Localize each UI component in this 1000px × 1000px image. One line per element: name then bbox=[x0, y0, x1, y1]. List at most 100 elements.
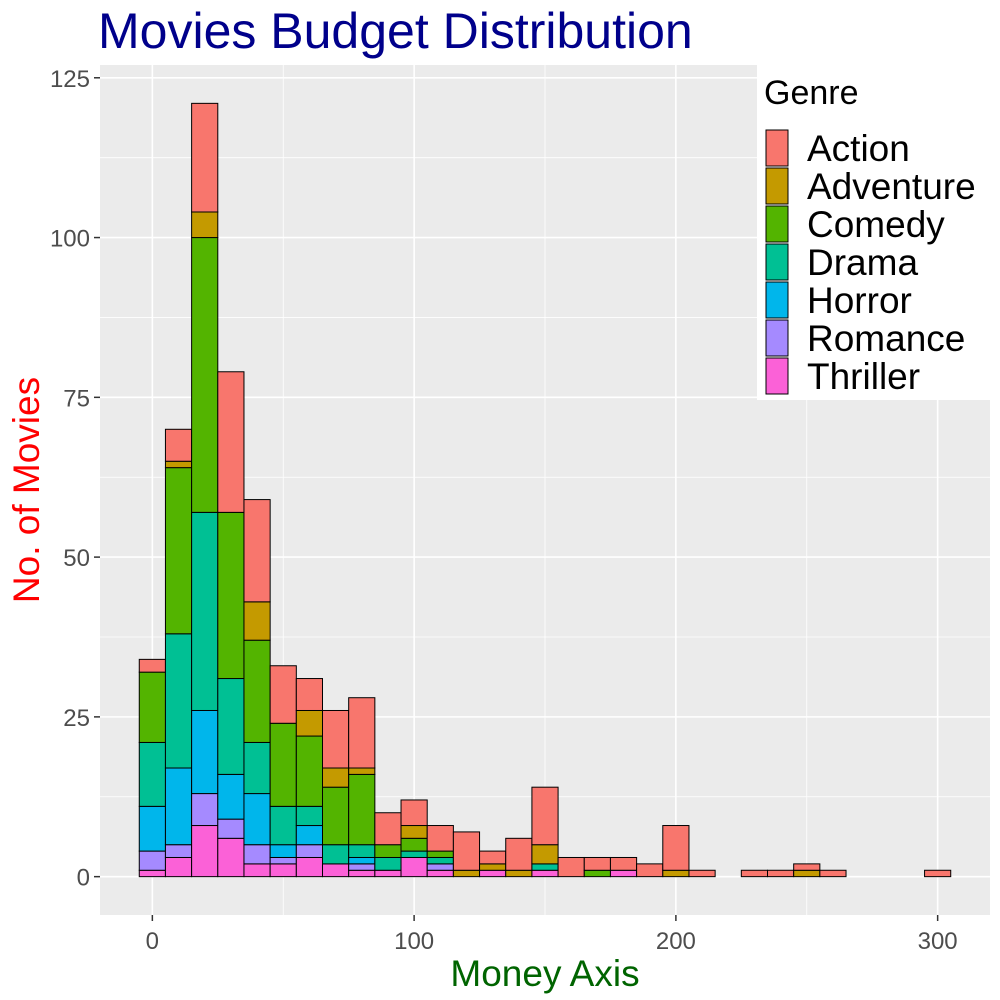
bar-segment-drama bbox=[295, 805, 323, 827]
x-tick-label: 0 bbox=[146, 928, 159, 955]
bar-segment-comedy bbox=[164, 467, 193, 635]
legend-items: ActionAdventureComedyDramaHorrorRomanceT… bbox=[765, 128, 976, 397]
bar-segment-drama bbox=[400, 850, 428, 858]
bar-segment-action bbox=[295, 678, 323, 711]
bar-segment-action bbox=[348, 697, 376, 769]
bar-segment-action bbox=[374, 812, 402, 846]
histogram-bars bbox=[138, 102, 952, 878]
bar-segment-romance bbox=[164, 844, 193, 858]
bar-segment-adventure bbox=[322, 767, 350, 788]
bar-segment-action bbox=[662, 825, 690, 871]
legend-label-comedy: Comedy bbox=[807, 204, 945, 245]
bar-segment-drama bbox=[531, 863, 559, 871]
bar-segment-romance bbox=[295, 844, 323, 858]
bar-segment-action bbox=[793, 863, 821, 871]
bar-segment-romance bbox=[191, 793, 219, 827]
legend-label-adventure: Adventure bbox=[807, 166, 976, 207]
bar-segment-action bbox=[138, 658, 166, 673]
bar-segment-drama bbox=[191, 511, 219, 711]
bar-segment-horror bbox=[243, 793, 271, 846]
bar-segment-adventure bbox=[348, 767, 376, 775]
legend-label-horror: Horror bbox=[807, 280, 912, 321]
bar-segment-comedy bbox=[243, 639, 271, 743]
bar-segment-action bbox=[740, 869, 769, 878]
y-tick-label: 50 bbox=[63, 545, 90, 572]
legend-swatch-drama bbox=[765, 243, 789, 281]
x-axis-label: Money Axis bbox=[450, 953, 639, 994]
bar-segment-adventure bbox=[452, 869, 481, 878]
bar-segment-action bbox=[819, 869, 847, 878]
legend-background bbox=[757, 65, 990, 400]
genre-legend: Genre ActionAdventureComedyDramaHorrorRo… bbox=[757, 65, 990, 400]
bar-segment-romance bbox=[269, 856, 297, 865]
bar-segment-adventure bbox=[191, 211, 219, 239]
y-tick-label: 100 bbox=[50, 226, 90, 253]
bar-segment-action bbox=[426, 825, 454, 852]
bar-segment-action bbox=[217, 371, 245, 513]
bar-segment-action bbox=[505, 837, 533, 871]
bar-segment-action bbox=[400, 799, 428, 827]
chart-title: Movies Budget Distribution bbox=[98, 3, 693, 59]
bar-segment-action bbox=[531, 786, 559, 846]
bar-segment-thriller bbox=[400, 856, 428, 878]
bar-segment-thriller bbox=[322, 863, 350, 878]
bar-segment-comedy bbox=[426, 850, 454, 858]
bar-segment-thriller bbox=[426, 869, 454, 878]
legend-label-thriller: Thriller bbox=[807, 356, 920, 397]
bar-segment-thriller bbox=[479, 869, 507, 878]
bar-segment-drama bbox=[138, 741, 166, 807]
bar-segment-horror bbox=[217, 773, 245, 820]
major-gridlines bbox=[100, 65, 990, 915]
bar-segment-romance bbox=[138, 850, 166, 871]
bar-segment-adventure bbox=[479, 863, 507, 871]
bar-segment-drama bbox=[322, 844, 350, 865]
y-tick-label: 75 bbox=[63, 385, 90, 412]
bar-segment-action bbox=[924, 869, 952, 878]
bar-segment-action bbox=[688, 869, 716, 878]
y-axis-ticks: 0 25 50 75 100 125 bbox=[50, 66, 100, 892]
x-axis-ticks: 0 100 200 300 bbox=[146, 915, 958, 955]
bar-segment-romance bbox=[217, 818, 245, 839]
bar-segment-drama bbox=[164, 633, 193, 769]
legend-swatch-adventure bbox=[765, 167, 789, 205]
bar-segment-adventure bbox=[400, 825, 428, 839]
bar-segment-comedy bbox=[191, 237, 219, 513]
bar-segment-horror bbox=[138, 805, 166, 852]
bar-segment-action bbox=[164, 428, 193, 462]
bar-segment-comedy bbox=[217, 511, 245, 680]
bar-segment-drama bbox=[426, 856, 454, 865]
bar-segment-horror bbox=[164, 767, 193, 846]
bar-segment-thriller bbox=[374, 869, 402, 878]
legend-title: Genre bbox=[764, 74, 859, 112]
legend-swatch-romance bbox=[765, 319, 789, 357]
bar-segment-comedy bbox=[295, 735, 323, 807]
bar-segment-thriller bbox=[243, 863, 271, 878]
bar-segment-horror bbox=[348, 856, 376, 865]
bar-segment-comedy bbox=[400, 837, 428, 852]
x-tick-label: 300 bbox=[918, 928, 958, 955]
y-tick-label: 125 bbox=[50, 66, 90, 93]
bar-segment-adventure bbox=[243, 601, 271, 641]
x-tick-label: 200 bbox=[656, 928, 696, 955]
bar-segment-action bbox=[636, 863, 664, 878]
bar-segment-thriller bbox=[295, 856, 323, 878]
bar-segment-action bbox=[479, 850, 507, 865]
y-tick-label: 25 bbox=[63, 705, 90, 732]
bar-segment-action bbox=[767, 869, 795, 878]
legend-swatch-horror bbox=[765, 281, 789, 319]
bar-segment-drama bbox=[243, 741, 271, 795]
bar-segment-comedy bbox=[583, 869, 611, 878]
legend-swatch-action bbox=[765, 129, 789, 167]
bar-segment-action bbox=[557, 856, 585, 878]
bar-segment-adventure bbox=[505, 869, 533, 878]
legend-swatch-comedy bbox=[765, 205, 789, 243]
bar-segment-action bbox=[269, 665, 297, 724]
bar-segment-horror bbox=[191, 709, 219, 795]
legend-label-drama: Drama bbox=[807, 242, 918, 283]
bar-segment-romance bbox=[348, 863, 376, 871]
bar-segment-adventure bbox=[295, 709, 323, 737]
bar-segment-thriller bbox=[138, 869, 166, 878]
legend-label-romance: Romance bbox=[807, 318, 965, 359]
bar-segment-comedy bbox=[138, 671, 166, 743]
legend-label-action: Action bbox=[807, 128, 910, 169]
